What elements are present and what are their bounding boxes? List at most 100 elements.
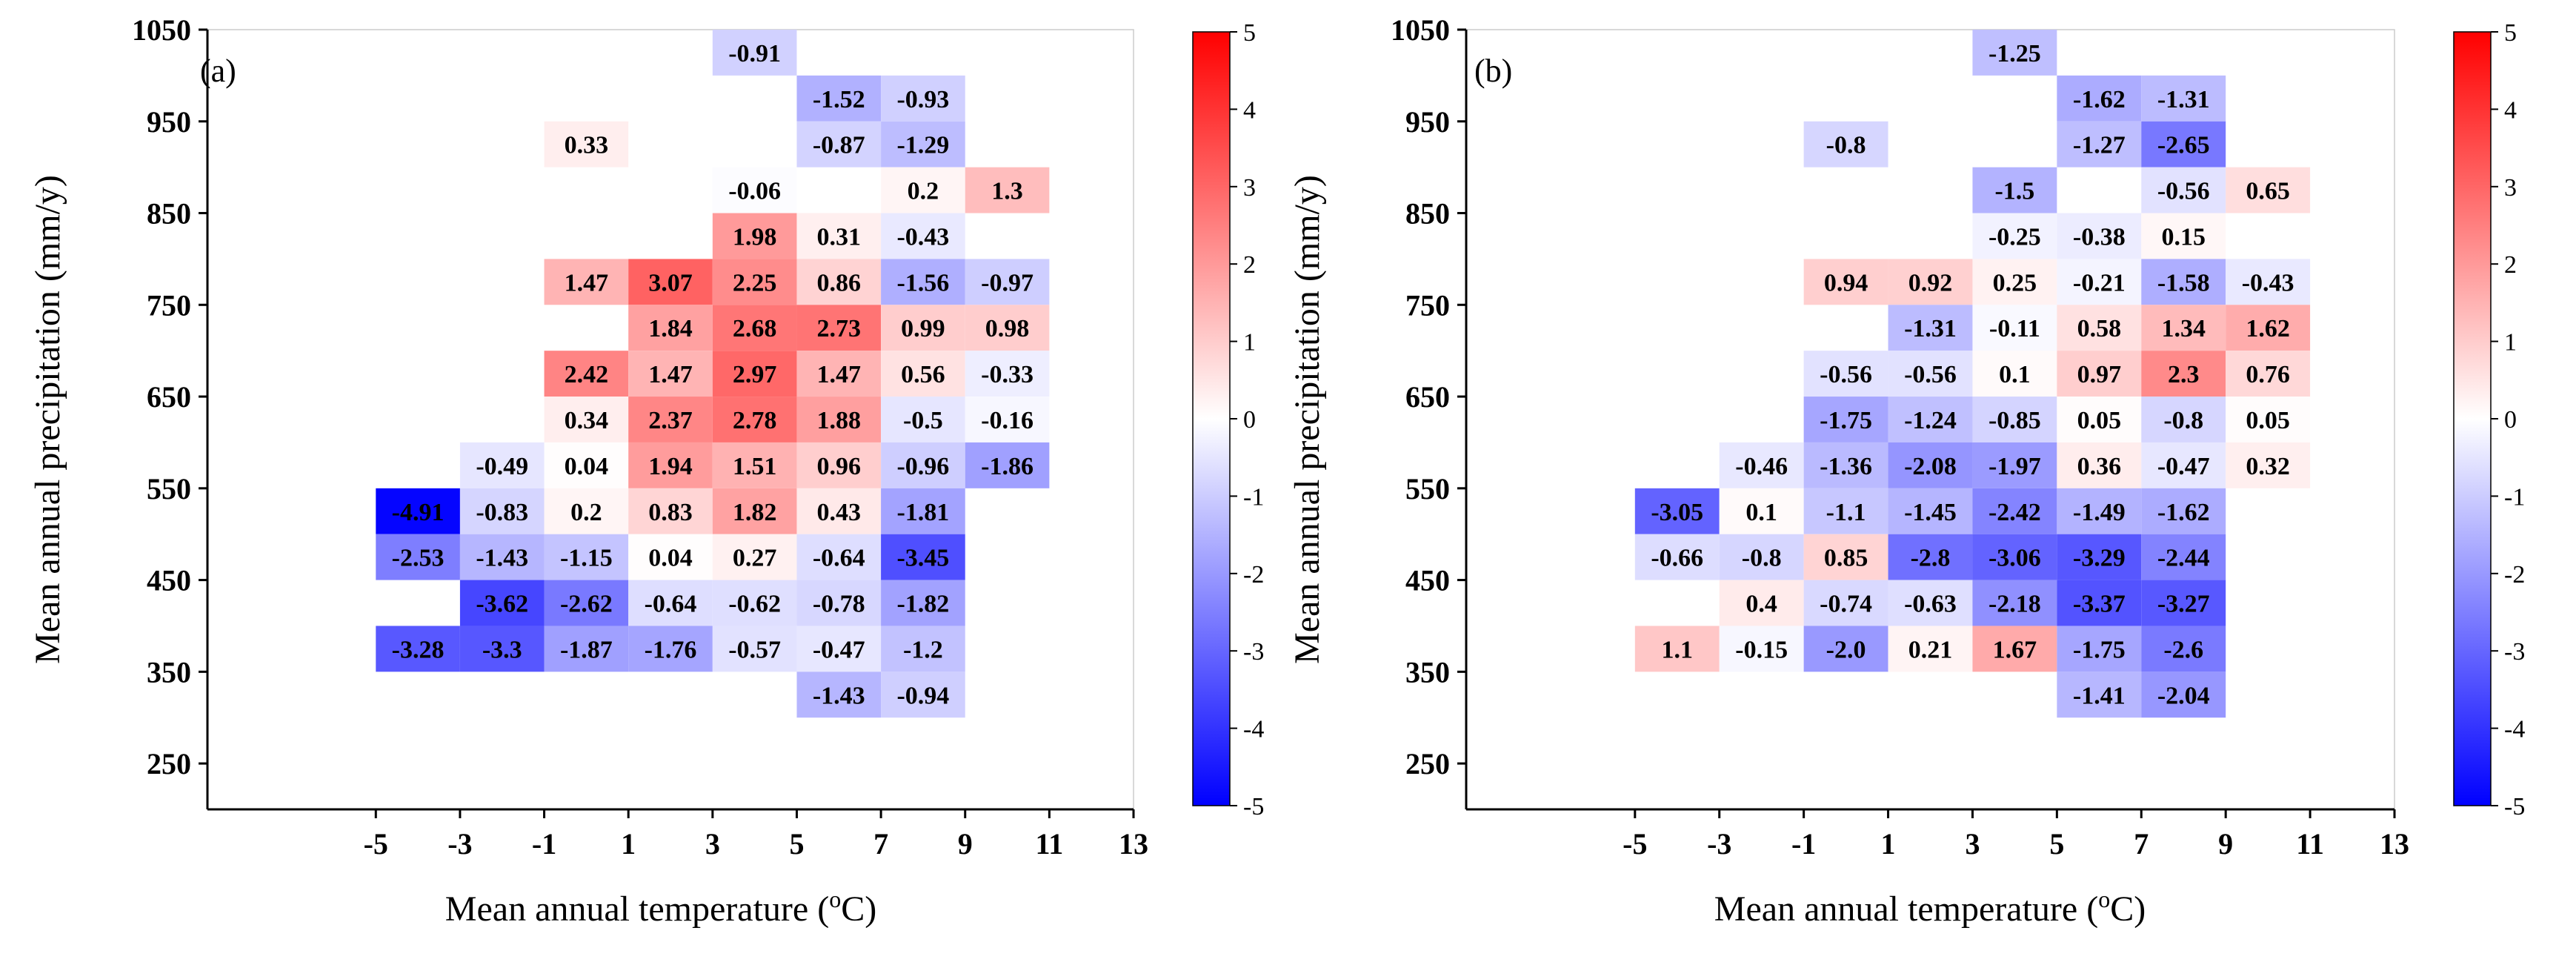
cell-value-label: 0.65 — [2246, 178, 2290, 205]
heatmap-cell — [2141, 259, 2226, 305]
cell-value-label: -1.29 — [896, 132, 949, 159]
cell-value-label: -3.05 — [1651, 499, 1703, 526]
x-axis-title: Mean annual temperature (oC) — [1714, 886, 2146, 929]
x-tick-label: 1 — [1881, 827, 1896, 860]
heatmap-cell — [2057, 305, 2142, 351]
y-tick-label: 250 — [1405, 747, 1450, 780]
colorbar-tick-label: 0 — [2504, 406, 2517, 434]
cell-value-label: 0.85 — [1824, 545, 1868, 572]
y-axis-title: Mean annual precipitation (mm/y) — [28, 175, 67, 664]
heatmap-cell — [712, 626, 797, 672]
cell-value-label: 0.36 — [2077, 453, 2122, 480]
heatmap-cell — [628, 580, 713, 626]
cell-value-label: -2.8 — [1911, 545, 1951, 572]
cell-value-label: -2.42 — [1988, 499, 2041, 526]
heatmap-cell — [881, 167, 965, 213]
cell-value-label: -0.56 — [1820, 361, 1872, 388]
cell-value-label: -2.08 — [1904, 453, 1957, 480]
cell-value-label: -0.74 — [1820, 591, 1872, 618]
heatmap-cell — [544, 397, 629, 442]
heatmap-cell — [1634, 488, 1720, 534]
cell-value-label: 1.51 — [733, 453, 777, 480]
cell-value-label: -0.49 — [476, 453, 528, 480]
cell-value-label: -1.58 — [2157, 269, 2210, 296]
heatmap-cell — [1888, 305, 1973, 351]
cell-value-label: 0.34 — [565, 407, 609, 434]
panel-label: (a) — [200, 53, 236, 89]
cell-value-label: -3.62 — [476, 591, 528, 618]
heatmap-cell — [2141, 305, 2226, 351]
heatmap-cell — [544, 351, 629, 397]
cell-value-label: 1.98 — [733, 223, 777, 251]
colorbar-tick-label: 4 — [1243, 96, 1256, 124]
cell-value-label: 0.1 — [1999, 361, 2031, 388]
cell-value-label: -1.41 — [2073, 682, 2126, 709]
heatmap-cell — [2226, 397, 2311, 442]
y-tick-label: 850 — [147, 197, 191, 231]
heatmap-cell — [1888, 580, 1973, 626]
cell-value-label: 0.4 — [1745, 591, 1777, 618]
colorbar-tick-label: -4 — [1243, 716, 1264, 743]
cell-value-label: -3.45 — [896, 545, 949, 572]
cell-value-label: 0.97 — [2077, 361, 2122, 388]
cell-value-label: 0.05 — [2077, 407, 2122, 434]
colorbar — [2453, 31, 2492, 806]
cell-value-label: -0.64 — [645, 591, 697, 618]
cell-value-label: -3.29 — [2073, 545, 2126, 572]
cell-value-label: -2.44 — [2157, 545, 2210, 572]
y-tick-label: 750 — [1405, 288, 1450, 322]
cell-value-label: -0.43 — [2242, 269, 2294, 296]
heatmap-cell — [544, 488, 629, 534]
heatmap-cell — [628, 534, 713, 580]
cell-value-label: 1.47 — [817, 361, 862, 388]
heatmap-cell — [1972, 351, 2057, 397]
cell-value-label: -0.93 — [896, 86, 949, 113]
heatmap-cell — [1888, 351, 1973, 397]
heatmap-cell — [1803, 397, 1888, 442]
colorbar-tick-label: -2 — [2504, 561, 2525, 588]
heatmap-cell — [2226, 167, 2311, 213]
cell-value-label: -0.62 — [728, 591, 781, 618]
colorbar-tick-label: -2 — [1243, 561, 1264, 588]
heatmap-cell — [1803, 534, 1888, 580]
heatmap-cell — [1719, 442, 1804, 488]
heatmap-cell — [2141, 671, 2226, 718]
heatmap-cell — [544, 626, 629, 672]
heatmap-cell — [1972, 213, 2057, 259]
cell-value-label: -2.65 — [2157, 132, 2210, 159]
heatmap-cell — [628, 397, 713, 442]
heatmap-cell — [881, 259, 965, 305]
heatmap-cell — [2057, 534, 2142, 580]
heatmap-cell — [2141, 121, 2226, 168]
cell-value-label: 1.47 — [565, 269, 609, 296]
cell-value-label: 1.3 — [991, 178, 1023, 205]
cell-value-label: 2.78 — [733, 407, 777, 434]
x-tick-label: 7 — [2134, 827, 2149, 860]
heatmap-cell — [544, 121, 629, 168]
cell-value-label: -0.21 — [2073, 269, 2126, 296]
cell-value-label: -1.31 — [2157, 86, 2210, 113]
x-tick-label: 11 — [1035, 827, 1063, 860]
x-tick-label: 9 — [958, 827, 973, 860]
cell-value-label: -0.91 — [728, 40, 781, 67]
heatmap-cell — [796, 75, 882, 122]
cell-value-label: -0.87 — [813, 132, 865, 159]
heatmap-cell — [1634, 534, 1720, 580]
cell-value-label: -1.15 — [560, 545, 613, 572]
cell-value-label: -2.18 — [1988, 591, 2041, 618]
cell-value-label: -0.83 — [476, 499, 528, 526]
heatmap-cell — [712, 259, 797, 305]
cell-value-label: -0.06 — [728, 178, 781, 205]
cell-value-label: 2.73 — [817, 315, 862, 342]
cell-value-label: 0.2 — [570, 499, 602, 526]
colorbar-tick-label: 2 — [2504, 251, 2517, 279]
heatmap-cell — [1803, 442, 1888, 488]
heatmap-cell — [881, 671, 965, 718]
cell-value-label: -0.96 — [896, 453, 949, 480]
cell-value-label: -3.37 — [2073, 591, 2126, 618]
cell-value-label: -2.62 — [560, 591, 613, 618]
cell-value-label: 0.58 — [2077, 315, 2122, 342]
heatmap-cell — [796, 442, 882, 488]
heatmap-cell — [965, 167, 1050, 213]
cell-value-label: -0.16 — [981, 407, 1034, 434]
